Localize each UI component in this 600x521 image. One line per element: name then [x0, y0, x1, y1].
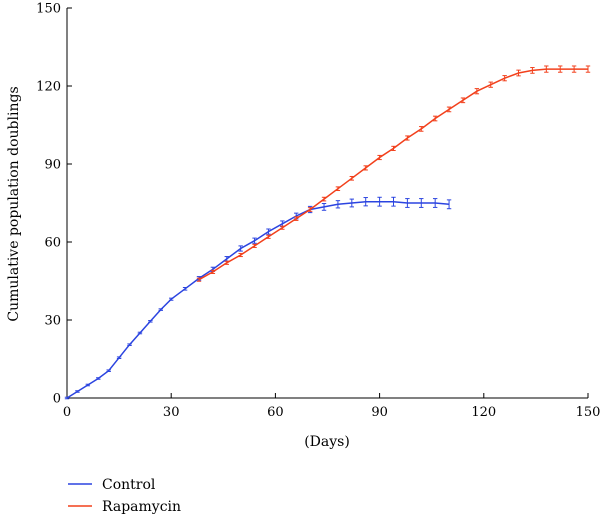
data-point [116, 356, 122, 359]
series-rapamycin [196, 65, 591, 282]
data-point [474, 88, 480, 95]
data-point [224, 260, 229, 265]
data-point [391, 145, 396, 151]
data-point [558, 65, 563, 73]
y-tick-label: 30 [44, 314, 61, 329]
x-tick-label: 60 [267, 405, 284, 420]
data-point [488, 81, 493, 88]
legend-item-control: Control [68, 477, 156, 493]
data-point [405, 135, 410, 141]
data-point [377, 154, 382, 161]
data-point [307, 207, 313, 212]
data-point [363, 165, 368, 171]
data-point [349, 175, 355, 181]
y-tick-label: 120 [36, 80, 61, 95]
data-point [196, 277, 202, 282]
data-point [460, 97, 466, 104]
data-point [127, 343, 132, 346]
x-tick-label: 0 [63, 405, 71, 420]
y-tick-label: 60 [44, 236, 61, 251]
y-tick-label: 0 [53, 392, 61, 407]
data-point [182, 287, 188, 291]
data-point [169, 297, 174, 301]
data-point [391, 196, 396, 207]
data-point [419, 198, 424, 208]
series-line-control [66, 200, 450, 399]
x-tick-label: 90 [371, 405, 388, 420]
y-tick-label: 90 [44, 158, 61, 173]
data-point [280, 225, 285, 230]
x-tick-label: 120 [471, 405, 496, 420]
data-point [432, 198, 438, 208]
data-point [446, 106, 452, 113]
data-point [321, 203, 327, 211]
data-point [64, 396, 70, 400]
axes: 0 30 60 90 120 150 0 30 60 90 120 150 [36, 2, 600, 421]
data-point [238, 252, 243, 258]
data-point [585, 65, 591, 73]
y-axis-title: Cumulative population doublings [6, 86, 22, 321]
data-point [377, 196, 382, 207]
y-tick-label: 150 [36, 2, 61, 17]
legend: Control Rapamycin [68, 477, 181, 515]
data-point [335, 200, 341, 209]
series-control [64, 196, 452, 400]
x-tick-label: 30 [163, 405, 180, 420]
data-point [137, 331, 143, 335]
x-tick-label: 150 [576, 405, 600, 420]
data-point [349, 198, 355, 208]
data-point [210, 269, 216, 274]
data-point [405, 198, 410, 208]
data-point [321, 196, 327, 202]
data-point [252, 237, 257, 244]
data-point [502, 75, 507, 82]
data-point [266, 234, 271, 239]
data-point [85, 383, 91, 387]
data-point [252, 243, 257, 248]
data-point [106, 369, 111, 372]
legend-label: Control [102, 477, 156, 493]
data-point [419, 126, 424, 132]
legend-item-rapamycin: Rapamycin [68, 499, 181, 515]
data-point [96, 377, 101, 380]
data-point [363, 197, 368, 207]
data-point [335, 186, 341, 192]
data-point [75, 390, 80, 393]
data-point [294, 216, 299, 221]
data-point [516, 69, 521, 77]
data-point [158, 308, 163, 311]
data-point [544, 65, 549, 73]
data-point [266, 228, 271, 235]
data-point [432, 115, 438, 122]
data-point [446, 199, 452, 210]
data-point [148, 320, 153, 323]
legend-label: Rapamycin [102, 499, 181, 515]
series-layer [64, 65, 591, 400]
series-line-rapamycin [198, 68, 588, 281]
x-axis-title: (Days) [304, 434, 350, 450]
data-point [571, 65, 577, 73]
data-point [238, 245, 243, 252]
data-point [530, 67, 535, 74]
